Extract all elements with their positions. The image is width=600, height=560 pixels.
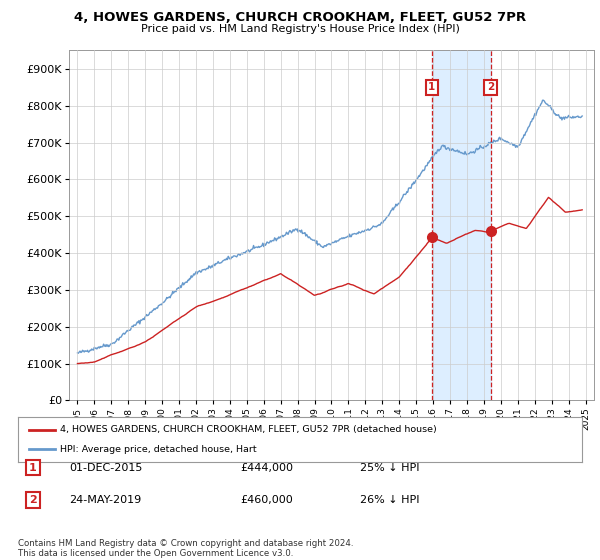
Bar bbox=[432, 50, 491, 400]
Text: HPI: Average price, detached house, Hart: HPI: Average price, detached house, Hart bbox=[60, 445, 257, 454]
Text: £444,000: £444,000 bbox=[240, 463, 293, 473]
Text: 2: 2 bbox=[487, 82, 494, 92]
Text: 25% ↓ HPI: 25% ↓ HPI bbox=[360, 463, 419, 473]
Text: 01-DEC-2015: 01-DEC-2015 bbox=[69, 463, 142, 473]
Text: 4, HOWES GARDENS, CHURCH CROOKHAM, FLEET, GU52 7PR (detached house): 4, HOWES GARDENS, CHURCH CROOKHAM, FLEET… bbox=[60, 425, 437, 434]
Text: 24-MAY-2019: 24-MAY-2019 bbox=[69, 495, 141, 505]
Text: Contains HM Land Registry data © Crown copyright and database right 2024.
This d: Contains HM Land Registry data © Crown c… bbox=[18, 539, 353, 558]
Text: Price paid vs. HM Land Registry's House Price Index (HPI): Price paid vs. HM Land Registry's House … bbox=[140, 24, 460, 34]
Text: 4, HOWES GARDENS, CHURCH CROOKHAM, FLEET, GU52 7PR: 4, HOWES GARDENS, CHURCH CROOKHAM, FLEET… bbox=[74, 11, 526, 24]
Text: 26% ↓ HPI: 26% ↓ HPI bbox=[360, 495, 419, 505]
Text: 1: 1 bbox=[29, 463, 37, 473]
Text: £460,000: £460,000 bbox=[240, 495, 293, 505]
Text: 1: 1 bbox=[428, 82, 436, 92]
Text: 2: 2 bbox=[29, 495, 37, 505]
